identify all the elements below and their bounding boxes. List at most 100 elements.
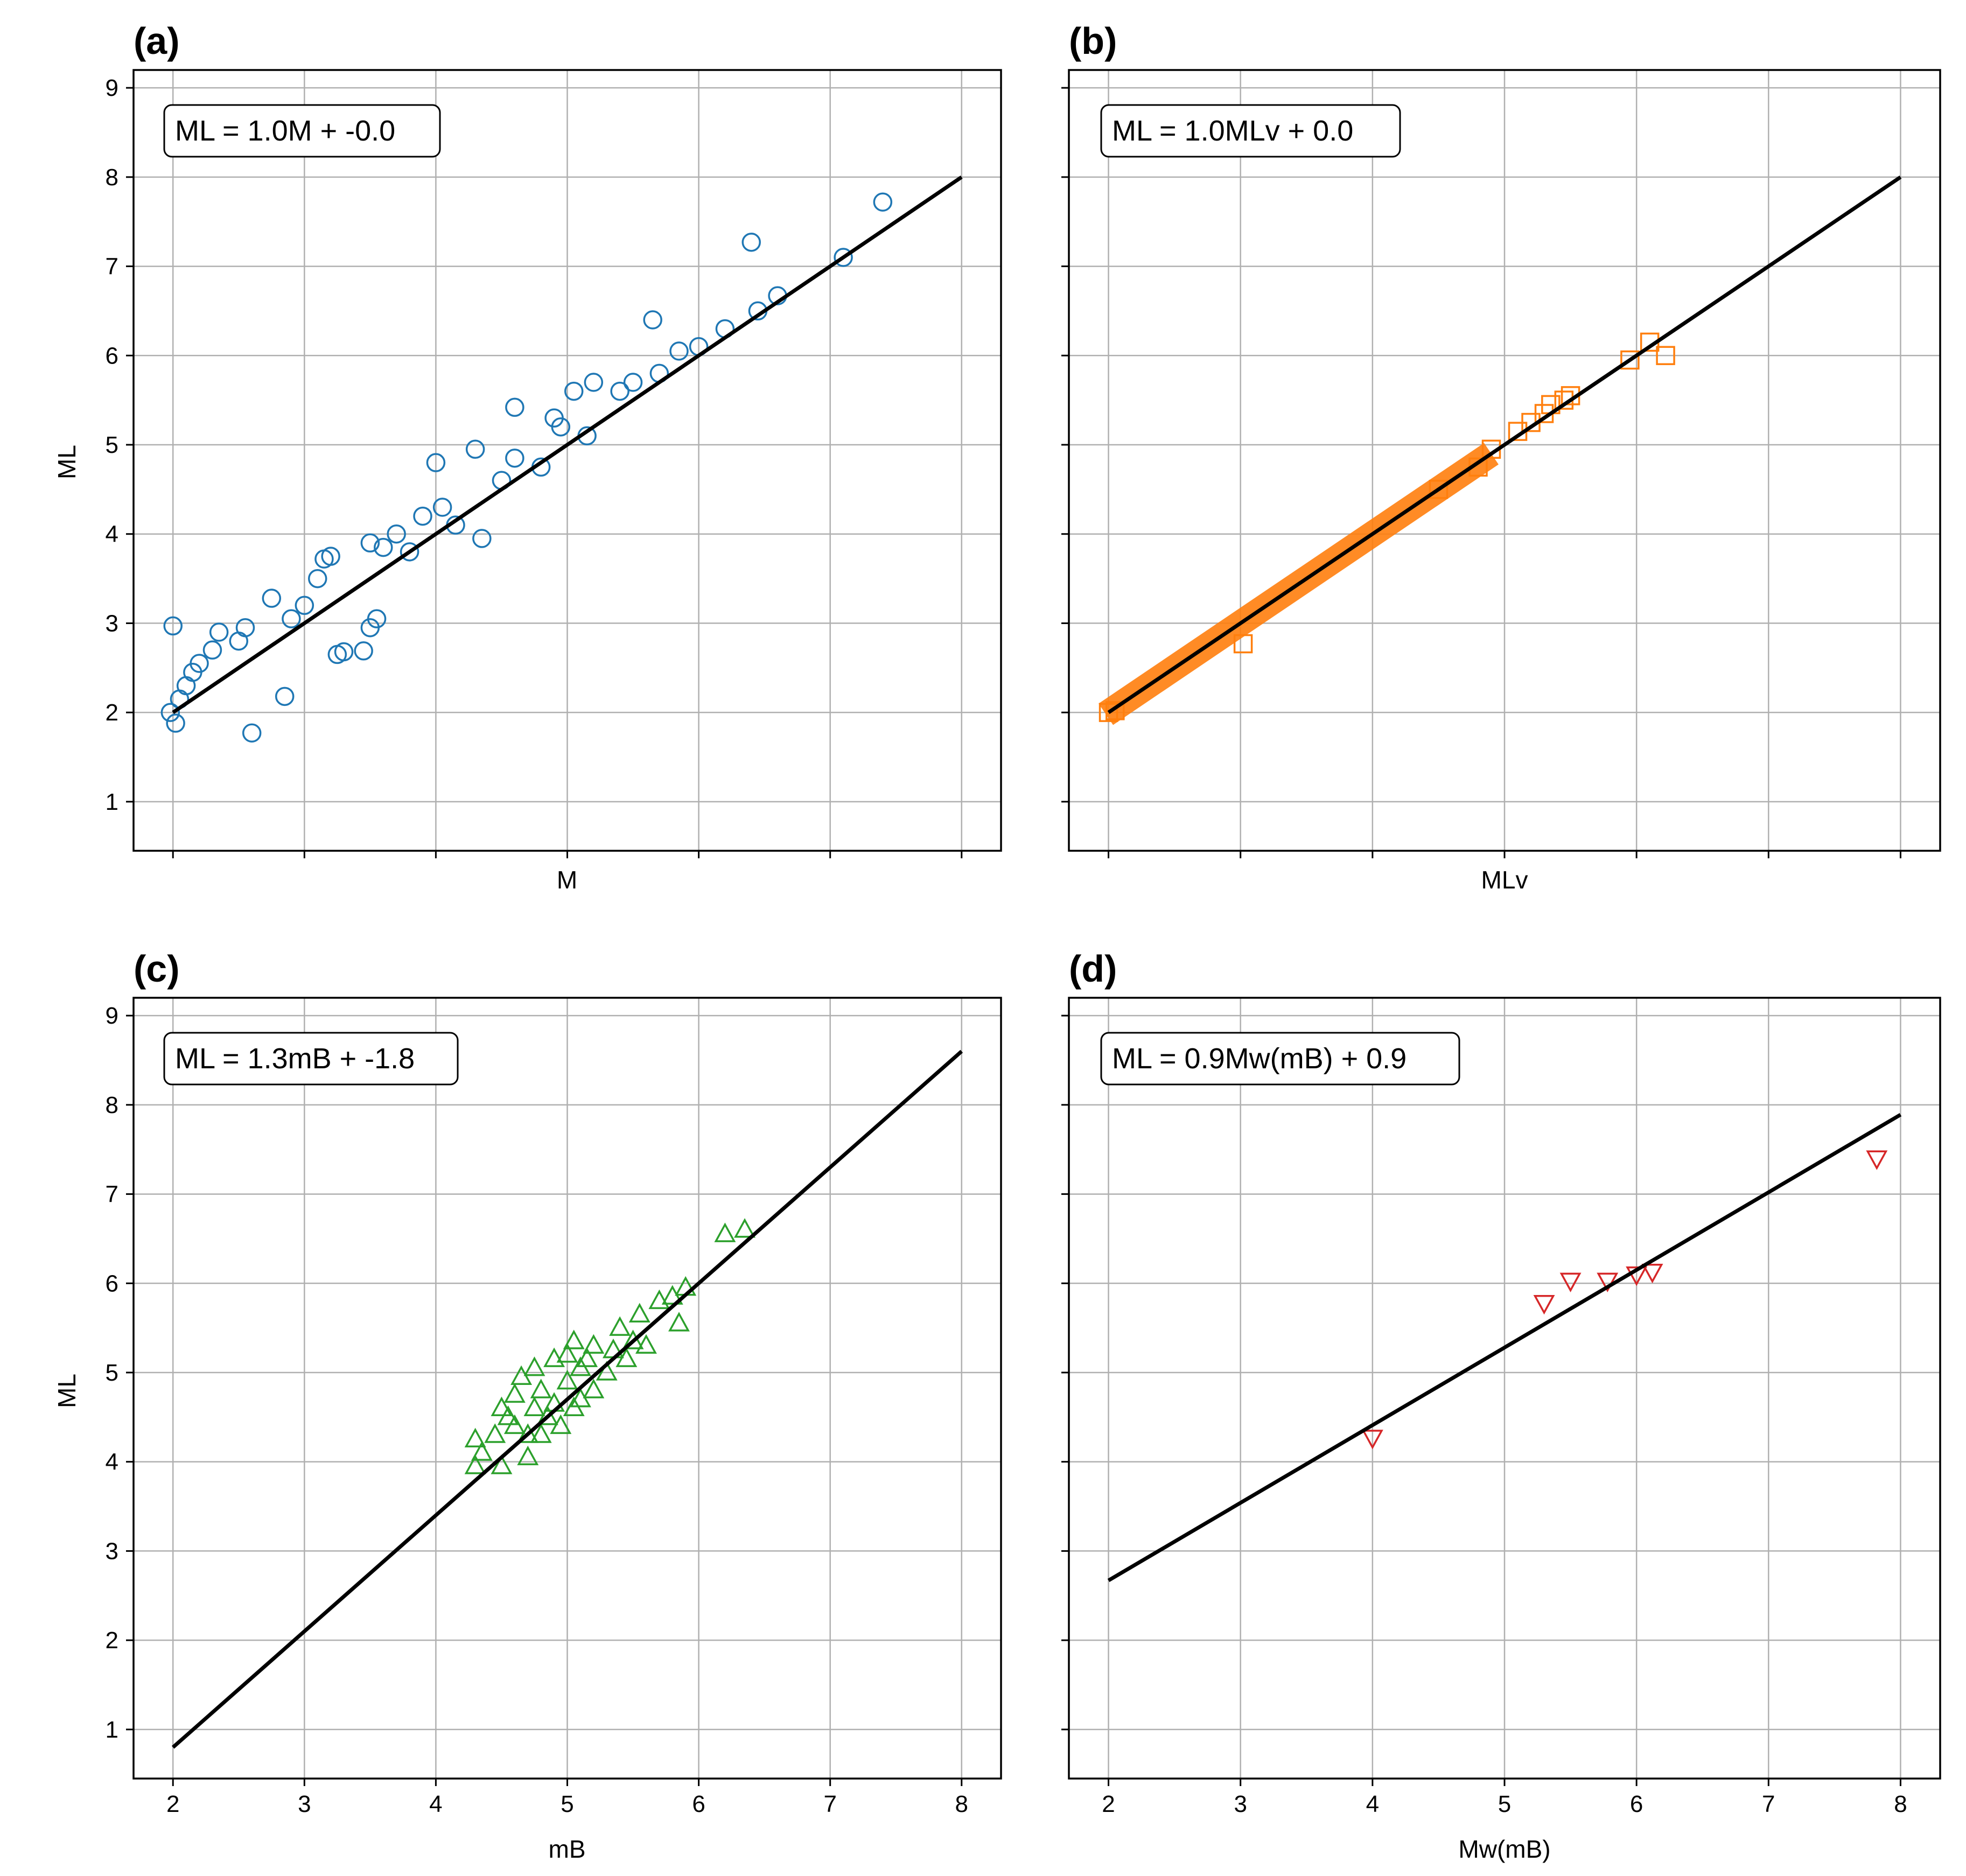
panel-a-plot: 1 2 3 4 5 6 7 8 9 <box>106 69 1002 858</box>
panel-c-point <box>622 1329 644 1349</box>
panel-a-point <box>327 645 347 664</box>
panel-a-point <box>643 310 662 330</box>
panel-a-point <box>472 529 492 548</box>
panel-a-point <box>235 618 255 638</box>
panel-b-fit-line <box>1107 175 1902 715</box>
panel-c-ytick-label: 5 <box>106 1360 118 1386</box>
panel-a-point <box>176 676 196 696</box>
panel-c-ytick-label: 1 <box>106 1717 118 1743</box>
panel-c-point <box>517 1445 539 1466</box>
panel-c-point <box>503 1383 526 1403</box>
panel-a-point <box>367 609 387 628</box>
panel-d-xtick-label: 6 <box>1630 1791 1643 1817</box>
panel-a-ylabel: ML <box>53 445 81 479</box>
panel-d: (d) 2 3 4 5 6 7 8 ML = 0.9Mw(mB) + 0.9 Mw(mB) <box>1061 948 1941 1863</box>
panel-c-xtick-label: 7 <box>823 1791 836 1817</box>
panel-a-point <box>354 641 373 661</box>
panel-a-point <box>741 233 761 252</box>
panel-a-point <box>229 631 249 651</box>
panel-b-point <box>1656 346 1675 366</box>
panel-c-point <box>536 1405 558 1425</box>
panel-c-equation-box: ML = 1.3mB + -1.8 <box>163 1032 459 1086</box>
panel-a-point <box>505 449 524 468</box>
panel-a-point <box>262 589 282 608</box>
panel-a-point <box>623 373 643 392</box>
panel-c-xlabel: mB <box>549 1835 586 1863</box>
panel-c-fit-line <box>171 1049 963 1749</box>
panel-a-ytick-label: 7 <box>106 254 118 280</box>
panel-c-xtick-label: 4 <box>429 1791 442 1817</box>
panel-a-equation: ML = 1.0M + -0.0 <box>175 115 395 147</box>
panel-c-xtick-label: 2 <box>166 1791 179 1817</box>
panel-a-point <box>166 713 185 733</box>
panel-c-xtick-label: 6 <box>692 1791 705 1817</box>
panel-a-point <box>163 616 183 636</box>
panel-c-point <box>471 1441 493 1461</box>
panel-a-letter: (a) <box>134 20 180 62</box>
panel-c-ylabel: ML <box>53 1374 81 1408</box>
panel-a-point <box>873 192 893 212</box>
panel-c-ytick-label: 9 <box>106 1003 118 1029</box>
panel-a-point <box>432 498 452 517</box>
panel-d-point <box>1533 1294 1555 1315</box>
panel-c-letter: (c) <box>134 948 180 990</box>
panel-a-point <box>584 373 604 392</box>
panel-a-point <box>465 439 485 459</box>
panel-b-letter: (b) <box>1069 20 1117 62</box>
panel-a-point <box>202 640 222 660</box>
panel-c-ytick-label: 7 <box>106 1181 118 1208</box>
panel-b-equation-frame <box>1100 104 1401 158</box>
panel-d-point <box>1597 1272 1619 1292</box>
panel-b-point <box>1620 350 1640 370</box>
panel-c-point <box>464 1454 486 1474</box>
panel-c-point <box>523 1356 545 1376</box>
panel-c-ytick-label: 2 <box>106 1627 118 1654</box>
panel-a-point <box>564 381 584 401</box>
panel-c-ytick-label: 6 <box>106 1270 118 1297</box>
panel-c-point <box>583 1378 605 1398</box>
panel-c-point <box>576 1347 598 1367</box>
panel-b-xlabel: MLv <box>1481 866 1528 894</box>
panel-c-point <box>628 1303 650 1323</box>
panel-c-point <box>517 1423 539 1443</box>
panel-c-xtick-label: 3 <box>298 1791 311 1817</box>
panel-a-point <box>413 506 432 526</box>
panel-c-point <box>609 1316 631 1336</box>
panel-d-point <box>1626 1266 1648 1286</box>
panel-a-xlabel: M <box>557 866 577 894</box>
panel-c-equation-frame <box>163 1032 459 1086</box>
panel-a-equation-box: ML = 1.0M + -0.0 <box>163 104 441 158</box>
panel-d-point <box>1866 1150 1888 1170</box>
panel-c-point <box>523 1396 545 1417</box>
panel-c-point <box>675 1276 697 1296</box>
panel-b: (b) ML = 1.0MLv + 0.0 MLv <box>1061 20 1941 894</box>
panel-d-xlabel: Mw(mB) <box>1458 1835 1550 1863</box>
panel-c-point <box>497 1405 519 1425</box>
panel-c-ytick-label: 4 <box>106 1449 118 1475</box>
panel-d-frame <box>1068 997 1941 1780</box>
panel-d-point <box>1641 1263 1663 1284</box>
panel-a: (a) 1 2 3 4 5 6 7 8 9 ML = 1.0M + -0.0 M ML <box>53 20 1002 894</box>
panel-c-point <box>484 1423 506 1443</box>
panel-c-plot: 2 3 4 5 6 7 8 1 2 3 4 5 6 7 8 9 <box>106 997 1002 1817</box>
panel-a-ytick-label: 8 <box>106 164 118 191</box>
panel-c-equation: ML = 1.3mB + -1.8 <box>175 1042 415 1075</box>
panel-c: (c) 2 3 4 5 6 7 8 1 2 3 4 5 6 7 8 9 ML = 1.3mB + -1.8 m… <box>53 948 1002 1863</box>
panel-c-point <box>596 1361 618 1381</box>
panel-a-equation-frame <box>163 104 441 158</box>
panel-a-point <box>209 622 229 642</box>
panel-c-point <box>668 1312 690 1332</box>
panel-c-point <box>635 1334 657 1354</box>
panel-a-point <box>321 547 340 566</box>
panel-c-point <box>714 1222 736 1242</box>
panel-b-equation: ML = 1.0MLv + 0.0 <box>1112 115 1353 147</box>
panel-a-frame <box>132 69 1002 852</box>
panel-c-point <box>530 1423 552 1443</box>
panel-a-point <box>551 417 571 437</box>
panel-c-point <box>556 1343 578 1363</box>
panel-d-xtick-label: 7 <box>1762 1791 1775 1817</box>
panel-b-frame <box>1068 69 1941 852</box>
panel-d-xtick-label: 3 <box>1234 1791 1247 1817</box>
panel-a-ytick-label: 1 <box>106 789 118 815</box>
